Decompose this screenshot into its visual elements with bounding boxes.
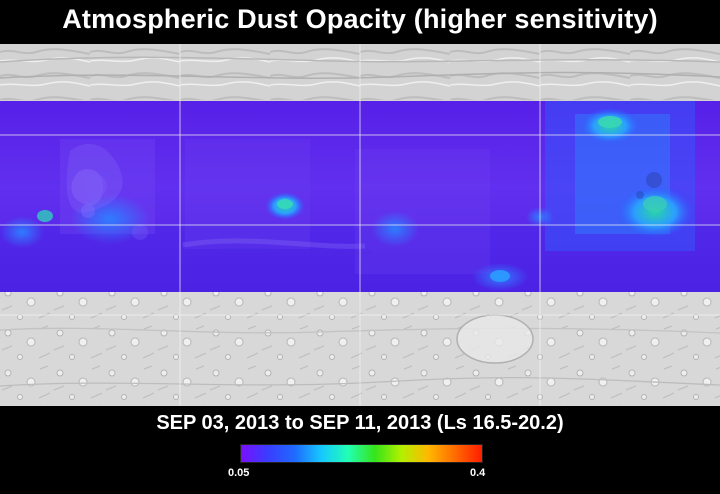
colorbar-min-label: 0.05 [228, 467, 250, 479]
date-range-label: SEP 03, 2013 to SEP 11, 2013 (Ls 16.5-20… [156, 412, 564, 434]
colorbar-max-label: 0.4 [470, 467, 486, 479]
map-title: Atmospheric Dust Opacity (higher sensiti… [62, 4, 658, 34]
map-gridlines [0, 44, 720, 406]
mars-opacity-map [0, 44, 720, 406]
opacity-colorbar [240, 444, 483, 463]
